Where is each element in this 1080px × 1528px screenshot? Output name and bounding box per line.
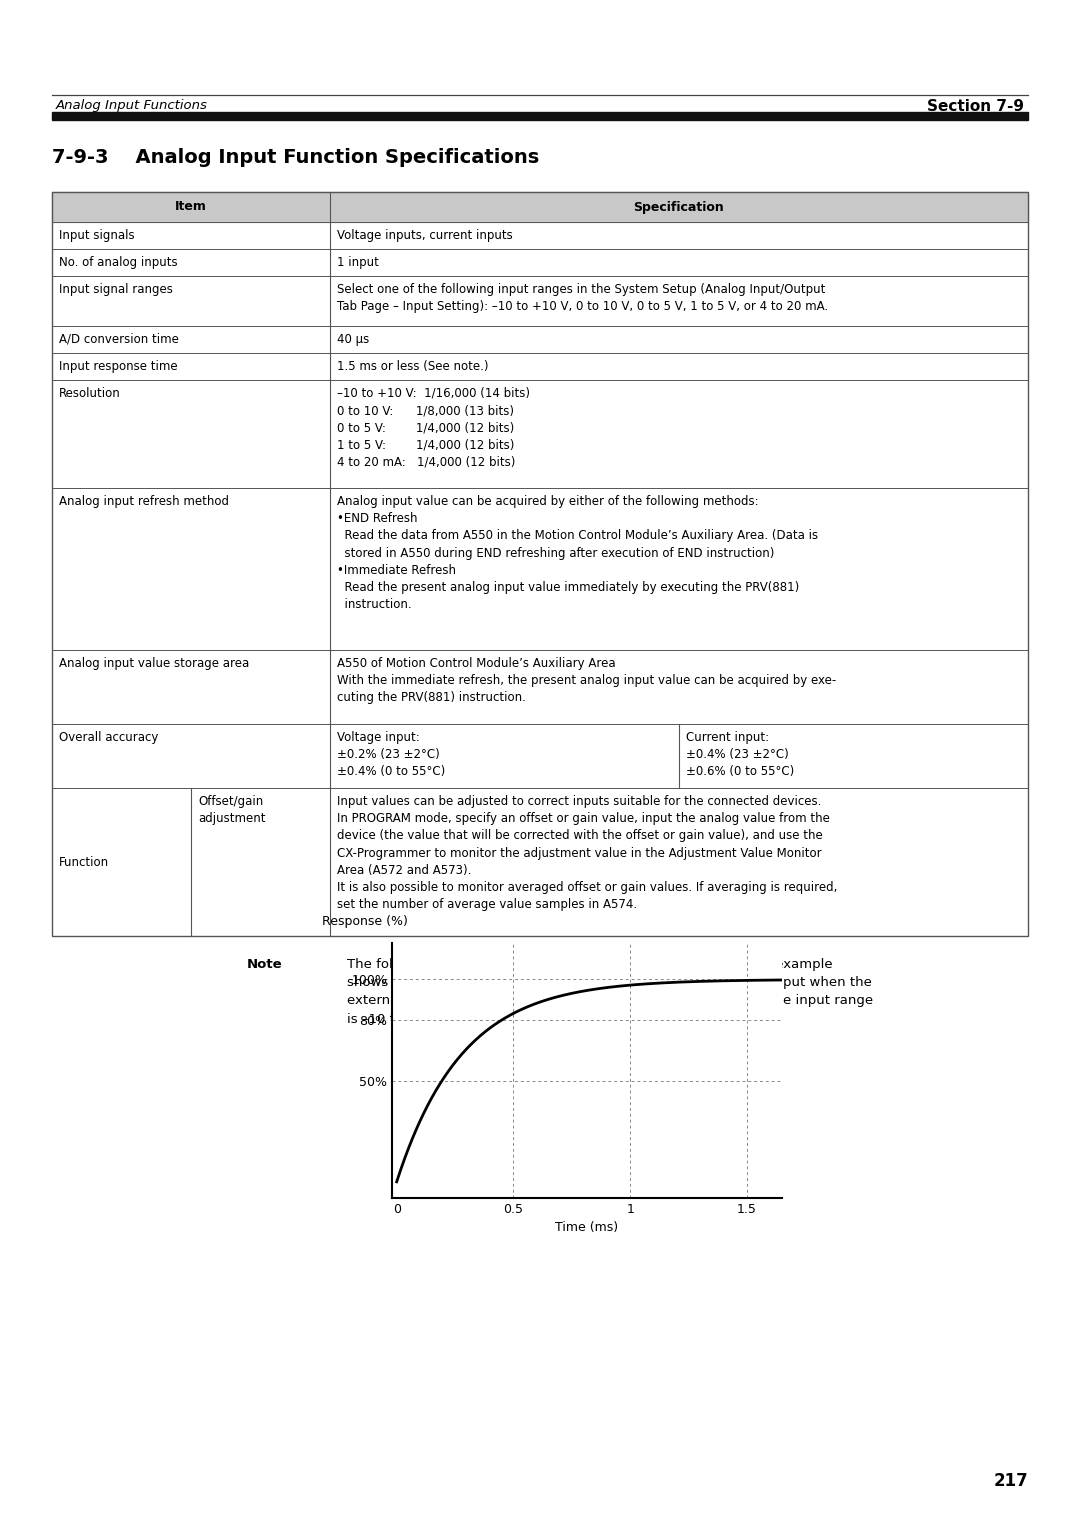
Text: –10 to +10 V:  1/16,000 (14 bits)
0 to 10 V:      1/8,000 (13 bits)
0 to 5 V:   : –10 to +10 V: 1/16,000 (14 bits) 0 to 10…: [337, 387, 530, 469]
Text: Current input:
±0.4% (23 ±2°C)
±0.6% (0 to 55°C): Current input: ±0.4% (23 ±2°C) ±0.6% (0 …: [686, 730, 794, 778]
Text: Response (%): Response (%): [322, 915, 407, 927]
Text: 40 μs: 40 μs: [337, 333, 369, 345]
Bar: [52, 112, 1028, 121]
Text: 217: 217: [994, 1471, 1028, 1490]
Text: Select one of the following input ranges in the System Setup (Analog Input/Outpu: Select one of the following input ranges…: [337, 283, 828, 313]
Text: 1 input: 1 input: [337, 257, 379, 269]
Text: A/D conversion time: A/D conversion time: [59, 333, 179, 345]
Text: A550 of Motion Control Module’s Auxiliary Area
With the immediate refresh, the p: A550 of Motion Control Module’s Auxiliar…: [337, 657, 836, 704]
Text: The following diagram is provided as a reference example. This example
shows the: The following diagram is provided as a r…: [347, 958, 873, 1025]
Text: No. of analog inputs: No. of analog inputs: [59, 257, 177, 269]
Text: Analog Input Functions: Analog Input Functions: [56, 99, 207, 112]
Text: Analog input refresh method: Analog input refresh method: [59, 495, 229, 507]
Text: Voltage input:
±0.2% (23 ±2°C)
±0.4% (0 to 55°C): Voltage input: ±0.2% (23 ±2°C) ±0.4% (0 …: [337, 730, 445, 778]
Text: Note: Note: [246, 958, 282, 970]
Text: Voltage inputs, current inputs: Voltage inputs, current inputs: [337, 229, 513, 241]
Text: Specification: Specification: [634, 200, 725, 214]
Text: Analog input value storage area: Analog input value storage area: [59, 657, 249, 669]
Text: Input response time: Input response time: [59, 361, 177, 373]
Text: Section 7-9: Section 7-9: [927, 99, 1024, 115]
Text: Item: Item: [175, 200, 207, 214]
Bar: [52, 193, 1028, 222]
Bar: [52, 193, 1028, 937]
Text: Resolution: Resolution: [59, 387, 121, 400]
Text: Overall accuracy: Overall accuracy: [59, 730, 159, 744]
Text: Input signals: Input signals: [59, 229, 135, 241]
Text: Function: Function: [59, 856, 109, 868]
Text: 7-9-3    Analog Input Function Specifications: 7-9-3 Analog Input Function Specificatio…: [52, 148, 539, 167]
Text: Offset/gain
adjustment: Offset/gain adjustment: [198, 795, 266, 825]
Text: Analog input value can be acquired by either of the following methods:
•END Refr: Analog input value can be acquired by ei…: [337, 495, 819, 611]
Text: Input values can be adjusted to correct inputs suitable for the connected device: Input values can be adjusted to correct …: [337, 795, 837, 911]
Text: 1.5 ms or less (See note.): 1.5 ms or less (See note.): [337, 361, 488, 373]
X-axis label: Time (ms): Time (ms): [555, 1221, 619, 1235]
Text: Input signal ranges: Input signal ranges: [59, 283, 173, 296]
